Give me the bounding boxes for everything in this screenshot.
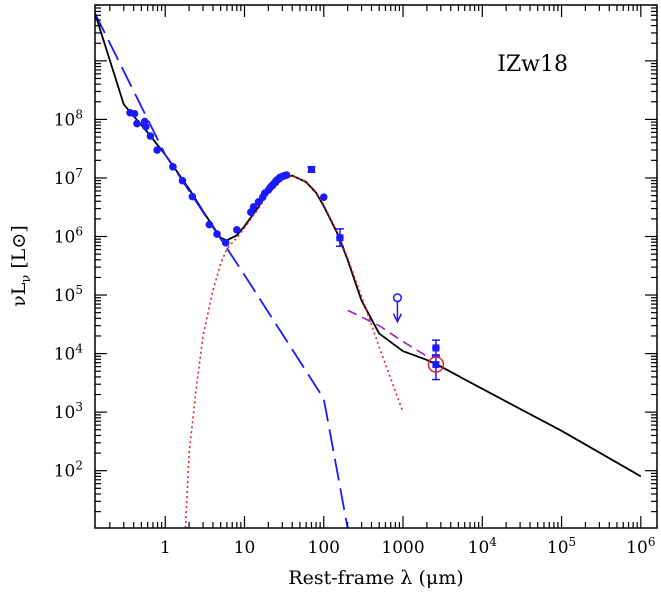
x-tick-label: 1000 bbox=[381, 538, 424, 558]
data-point bbox=[282, 171, 291, 179]
x-tick-label: 10 bbox=[234, 538, 256, 558]
data-point bbox=[130, 109, 139, 118]
radio-component-line bbox=[347, 309, 428, 357]
error-bar-point bbox=[307, 165, 315, 173]
dust-component-line bbox=[184, 174, 404, 528]
data-point bbox=[153, 146, 161, 154]
data-point bbox=[221, 239, 230, 247]
data-point bbox=[178, 176, 187, 185]
upper-limit-point bbox=[392, 293, 402, 303]
error-bar-point bbox=[336, 234, 344, 242]
data-point bbox=[133, 119, 141, 128]
axis-ticks bbox=[95, 4, 657, 528]
data-markers bbox=[126, 108, 445, 381]
error-bar-point bbox=[432, 344, 440, 352]
x-tick-label: 105 bbox=[547, 535, 576, 558]
data-point bbox=[169, 163, 177, 171]
total-model-line bbox=[95, 12, 642, 478]
x-tick-label: 100 bbox=[308, 538, 340, 558]
y-tick-label: 104 bbox=[54, 342, 84, 365]
data-point bbox=[146, 132, 155, 140]
y-tick-label: 108 bbox=[54, 107, 83, 130]
x-tick-label: 106 bbox=[626, 535, 655, 558]
data-point bbox=[142, 122, 150, 131]
stellar-component-line bbox=[95, 12, 349, 528]
data-point bbox=[319, 193, 328, 201]
y-tick-label: 103 bbox=[54, 400, 83, 423]
chart-annotation: IZw18 bbox=[497, 52, 568, 77]
y-axis-title: νLν [L⊙] bbox=[8, 225, 34, 306]
data-point bbox=[205, 220, 214, 229]
data-point bbox=[213, 230, 221, 238]
error-bar-point bbox=[432, 361, 440, 369]
y-tick-label: 107 bbox=[54, 166, 83, 189]
x-axis-title: Rest-frame λ (μm) bbox=[288, 567, 463, 589]
x-tick-labels: 1 10 100 1000 104 105 106 bbox=[160, 535, 656, 558]
data-point bbox=[233, 226, 241, 234]
x-tick-label: 1 bbox=[160, 538, 171, 558]
data-point bbox=[188, 192, 197, 201]
y-tick-labels: 102 103 104 105 106 107 108 bbox=[54, 107, 84, 481]
data-point bbox=[249, 203, 258, 211]
upper-limit-arrowhead bbox=[392, 313, 403, 324]
plot-frame bbox=[94, 4, 658, 529]
x-tick-label: 104 bbox=[468, 535, 498, 558]
y-tick-label: 106 bbox=[54, 225, 83, 248]
highlight-circle bbox=[427, 356, 445, 373]
y-tick-label: 102 bbox=[54, 459, 83, 482]
y-tick-label: 105 bbox=[54, 283, 83, 306]
model-curves bbox=[95, 12, 642, 528]
